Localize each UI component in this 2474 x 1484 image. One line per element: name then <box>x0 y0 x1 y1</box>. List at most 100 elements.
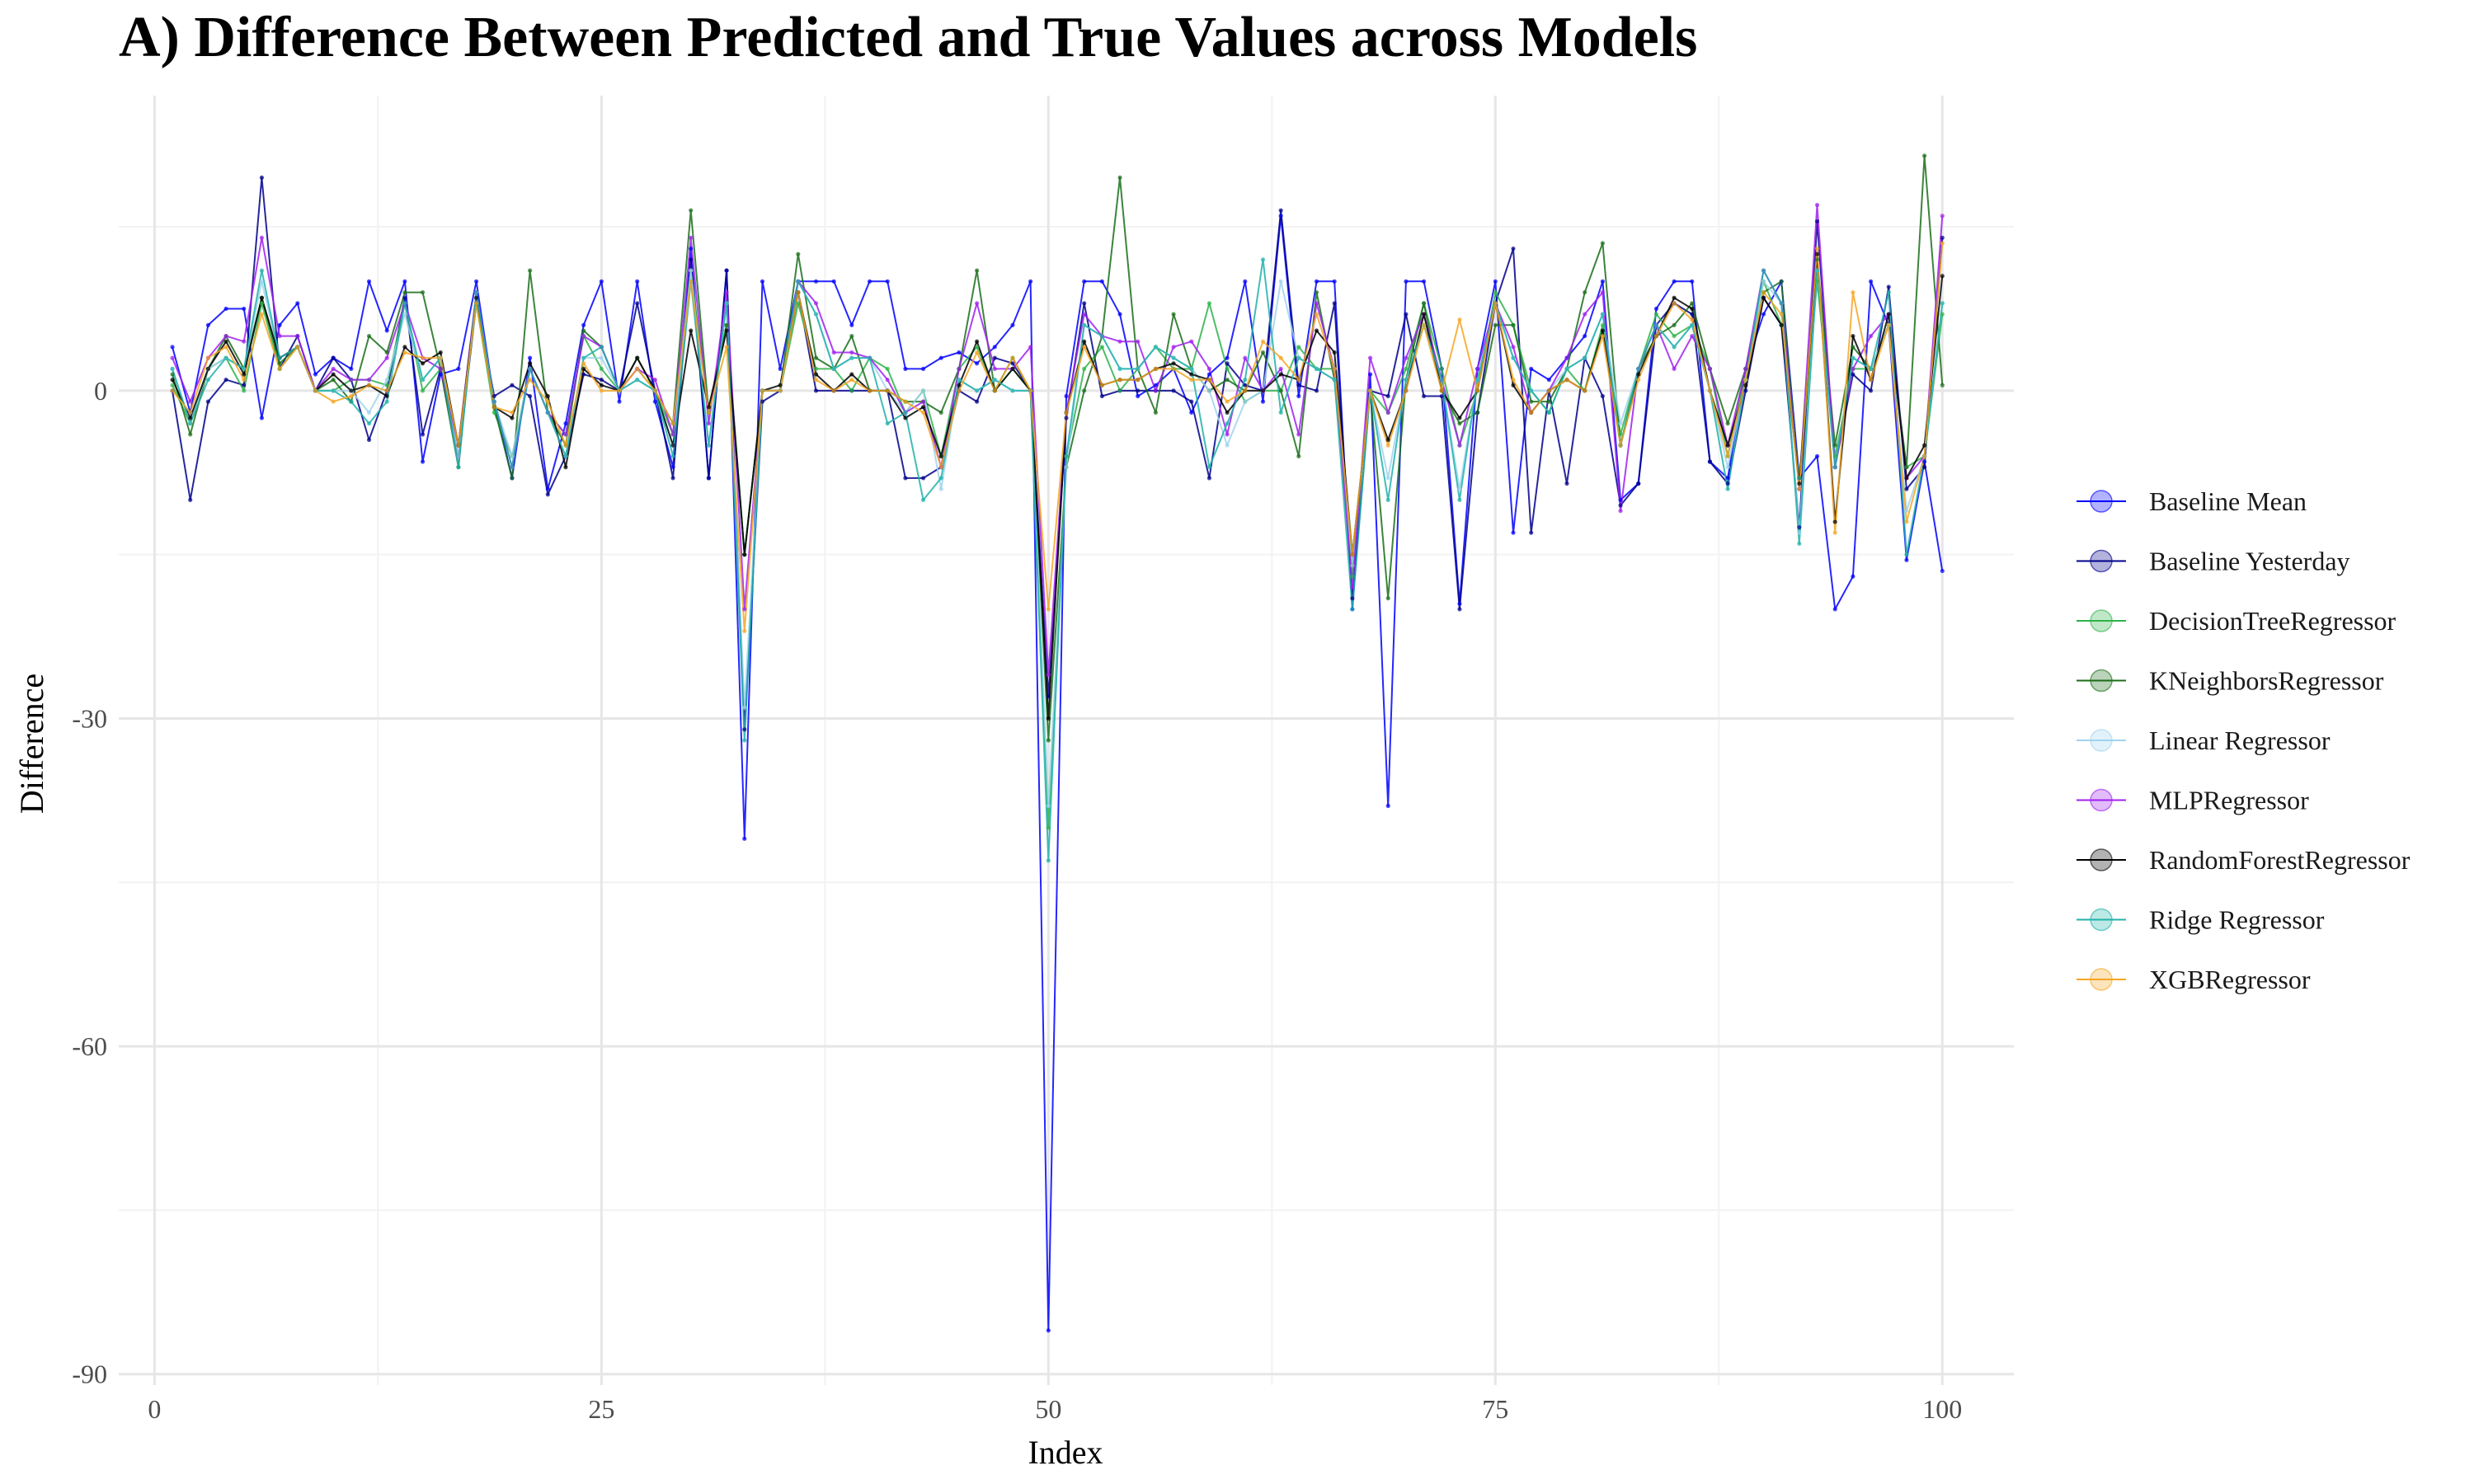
point-ridge-regressor <box>1564 366 1569 371</box>
point-decisiontreeregressor <box>1439 366 1444 371</box>
point-ridge-regressor <box>1529 388 1534 393</box>
series-line-baseline-mean <box>172 214 1944 1331</box>
point-randomforestregressor <box>1332 350 1337 355</box>
point-linear-regressor <box>938 486 943 491</box>
point-ridge-regressor <box>1260 257 1266 262</box>
point-ridge-regressor <box>1940 301 1945 306</box>
point-randomforestregressor <box>402 345 407 350</box>
point-kneighborsregressor <box>1046 738 1051 743</box>
point-baseline-yesterday <box>1189 399 1194 404</box>
point-kneighborsregressor <box>1583 289 1587 295</box>
point-mlpregressor <box>1367 355 1373 360</box>
point-baseline-mean <box>1529 366 1534 371</box>
point-ridge-regressor <box>867 355 872 360</box>
point-xgbregressor <box>581 361 586 366</box>
point-xgbregressor <box>778 388 783 393</box>
point-mlpregressor <box>1511 345 1516 350</box>
point-baseline-yesterday <box>1350 596 1355 601</box>
point-baseline-yesterday <box>1243 383 1248 387</box>
point-ridge-regressor <box>1117 366 1122 371</box>
point-decisiontreeregressor <box>420 388 426 393</box>
point-ridge-regressor <box>1886 289 1891 295</box>
point-kneighborsregressor <box>170 372 175 377</box>
point-ridge-regressor <box>366 421 372 426</box>
point-ridge-regressor <box>1475 378 1480 383</box>
point-baseline-yesterday <box>920 476 926 481</box>
point-baseline-mean <box>242 306 247 312</box>
point-baseline-yesterday <box>1278 208 1283 213</box>
point-kneighborsregressor <box>1457 421 1462 426</box>
point-xgbregressor <box>277 366 282 371</box>
point-baseline-yesterday <box>1940 235 1945 240</box>
point-mlpregressor <box>1743 366 1748 371</box>
point-kneighborsregressor <box>1171 312 1176 317</box>
legend-key-marker <box>2090 908 2113 932</box>
point-ridge-regressor <box>1636 366 1641 371</box>
point-xgbregressor <box>242 378 247 383</box>
chart-title: A) Difference Between Predicted and True… <box>119 6 1698 69</box>
point-baseline-mean <box>1457 601 1462 606</box>
legend-label: Baseline Mean <box>2149 486 2307 516</box>
point-baseline-mean <box>760 279 765 284</box>
point-ridge-regressor <box>813 312 819 317</box>
point-ridge-regressor <box>992 378 997 383</box>
point-randomforestregressor <box>1922 443 1927 448</box>
point-kneighborsregressor <box>1814 257 1820 262</box>
point-xgbregressor <box>1136 378 1141 383</box>
point-ridge-regressor <box>796 279 801 284</box>
point-baseline-mean <box>1260 399 1266 404</box>
point-ridge-regressor <box>242 366 247 371</box>
point-randomforestregressor <box>349 388 354 393</box>
point-randomforestregressor <box>706 405 712 410</box>
point-linear-regressor <box>1797 530 1802 535</box>
point-ridge-regressor <box>1690 322 1695 327</box>
point-ridge-regressor <box>456 465 461 470</box>
point-linear-regressor <box>1278 279 1283 284</box>
point-xgbregressor <box>1546 388 1551 393</box>
point-randomforestregressor <box>259 295 265 300</box>
point-xgbregressor <box>1171 366 1176 371</box>
point-ridge-regressor <box>1779 301 1784 306</box>
point-baseline-yesterday <box>1851 372 1856 377</box>
point-baseline-yesterday <box>1332 301 1337 306</box>
legend-label: RandomForestRegressor <box>2149 845 2411 875</box>
point-xgbregressor <box>259 312 265 317</box>
point-decisiontreeregressor <box>1940 312 1945 317</box>
point-randomforestregressor <box>1761 295 1766 300</box>
point-ridge-regressor <box>473 289 479 295</box>
point-kneighborsregressor <box>724 322 729 327</box>
point-ridge-regressor <box>706 443 712 448</box>
point-mlpregressor <box>1690 333 1695 339</box>
point-baseline-yesterday <box>1385 393 1390 399</box>
point-baseline-mean <box>1493 279 1498 284</box>
grid-major <box>119 96 2014 1385</box>
point-baseline-mean <box>295 301 300 306</box>
point-linear-regressor <box>1064 465 1069 470</box>
point-decisiontreeregressor <box>1797 476 1802 481</box>
point-decisiontreeregressor <box>1206 301 1212 306</box>
legend-key-marker <box>2090 609 2113 632</box>
point-ridge-regressor <box>402 301 407 306</box>
point-ridge-regressor <box>1583 355 1587 360</box>
point-ridge-regressor <box>331 388 336 393</box>
point-baseline-yesterday <box>366 437 372 443</box>
legend-item-mlpregressor: MLPRegressor <box>2077 786 2309 815</box>
point-randomforestregressor <box>1672 295 1677 300</box>
point-baseline-mean <box>473 279 479 284</box>
legend-label: Ridge Regressor <box>2149 905 2325 935</box>
point-mlpregressor <box>1171 345 1176 350</box>
point-baseline-mean <box>1618 497 1623 503</box>
point-baseline-yesterday <box>1797 524 1802 530</box>
point-mlpregressor <box>975 301 980 306</box>
point-randomforestregressor <box>813 372 819 377</box>
point-decisiontreeregressor <box>1117 388 1122 393</box>
point-randomforestregressor <box>1457 416 1462 420</box>
point-baseline-yesterday <box>188 497 193 503</box>
point-decisiontreeregressor <box>1296 345 1301 350</box>
point-ridge-regressor <box>384 399 389 404</box>
point-xgbregressor <box>420 355 426 360</box>
point-ridge-regressor <box>563 453 568 458</box>
point-baseline-yesterday <box>1206 476 1212 481</box>
point-xgbregressor <box>1653 333 1659 339</box>
point-mlpregressor <box>1814 202 1820 208</box>
